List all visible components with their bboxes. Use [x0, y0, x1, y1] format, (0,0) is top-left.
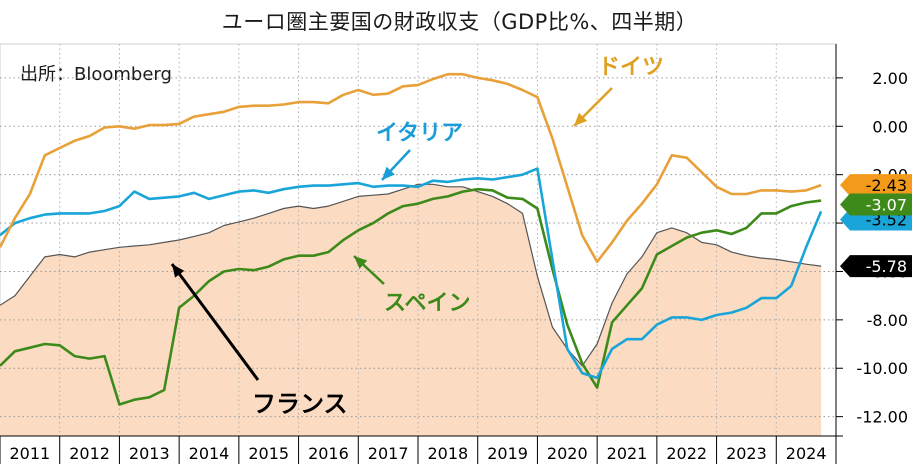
x-tick-label: 2015	[248, 444, 289, 463]
x-tick-label: 2021	[607, 444, 648, 463]
end-value-box	[840, 255, 912, 278]
annotation-arrow-france-head	[172, 264, 185, 278]
annotation-arrow-spain-head	[354, 256, 368, 269]
x-tick-label: 2023	[726, 444, 767, 463]
x-tick-label: 2022	[666, 444, 707, 463]
y-tick-label: -12.00	[856, 408, 908, 427]
y-tick-label: -10.00	[856, 359, 908, 378]
x-tick-label: 2011	[9, 444, 50, 463]
annotation-italy: イタリア	[376, 121, 463, 146]
annotation-germany: ドイツ	[598, 55, 664, 80]
x-tick-label: 2024	[786, 444, 827, 463]
end-value-label: -3.07	[866, 196, 907, 215]
x-tick-label: 2019	[487, 444, 528, 463]
x-tick-label: 2018	[427, 444, 468, 463]
end-value-label: -2.43	[866, 176, 907, 195]
annotation-spain: スペイン	[384, 291, 470, 316]
x-tick-label: 2020	[547, 444, 588, 463]
x-tick-label: 2012	[69, 444, 110, 463]
end-value-box	[840, 174, 912, 197]
x-tick-label: 2013	[129, 444, 170, 463]
series-line	[0, 167, 823, 380]
annotation-arrow-germany-head	[574, 112, 588, 126]
area-fill	[0, 184, 822, 436]
source-note: 出所：Bloomberg	[20, 64, 172, 85]
x-tick-label: 2017	[368, 444, 409, 463]
y-tick-label: 0.00	[872, 117, 908, 136]
x-tick-label: 2016	[308, 444, 349, 463]
x-tick-label: 2014	[189, 444, 230, 463]
y-tick-label: -8.00	[867, 311, 908, 330]
annotation-arrow-france	[170, 263, 260, 381]
series-line	[0, 72, 822, 264]
annotation-arrow-italy-head	[382, 166, 395, 180]
series-line	[0, 187, 822, 406]
end-value-box	[840, 193, 912, 216]
annotation-france: フランス	[252, 390, 348, 418]
y-tick-label: 2.00	[872, 69, 908, 88]
chart-title: ユーロ圏主要国の財政収支（GDP比%、四半期）	[221, 10, 698, 34]
end-value-label: -5.78	[866, 257, 907, 276]
